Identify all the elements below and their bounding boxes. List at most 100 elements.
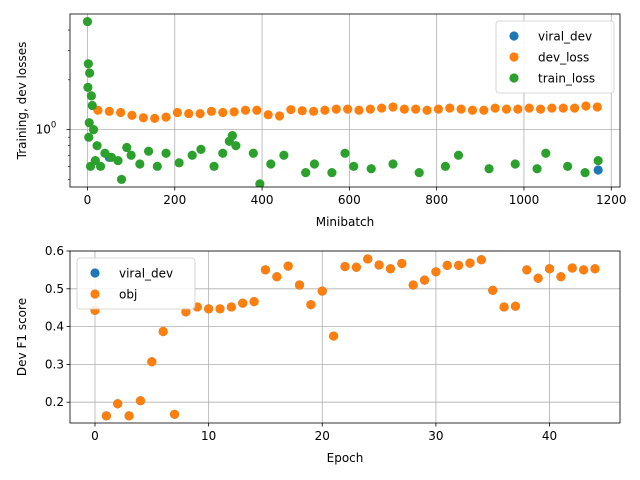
loss-legend-label: viral_dev [538, 30, 592, 44]
f1-point-obj [317, 286, 327, 296]
f1-point-obj [101, 411, 111, 421]
f1-point-obj [488, 285, 498, 295]
loss-point-train-loss [279, 150, 289, 160]
f1-y-axis-label: Dev F1 score [15, 298, 29, 376]
f1-point-obj [283, 261, 293, 271]
loss-point-dev-loss [104, 106, 114, 116]
loss-point-dev-loss [490, 103, 500, 113]
f1-point-obj [544, 264, 555, 274]
f1-point-obj [226, 302, 236, 312]
loss-point-train-loss [248, 148, 258, 158]
loss-point-train-loss [187, 150, 197, 160]
loss-point-dev-loss [365, 104, 375, 114]
f1-xtick-label: 40 [542, 429, 557, 443]
f1-point-obj [340, 261, 350, 272]
loss-point-dev-loss [524, 103, 534, 113]
loss-point-train-loss [84, 118, 94, 128]
loss-legend-marker [509, 73, 519, 83]
f1-point-obj [363, 254, 373, 264]
f1-legend-label: obj [119, 288, 137, 302]
loss-point-train-loss [327, 167, 337, 178]
f1-point-obj [419, 275, 430, 285]
f1-ytick-label: 0.5 [45, 282, 64, 296]
loss-point-dev-loss [127, 110, 137, 120]
f1-point-obj [124, 411, 134, 421]
loss-point-dev-loss [592, 102, 602, 112]
loss-legend-box [495, 20, 615, 94]
loss-point-train-loss [301, 167, 311, 178]
f1-legend-box [76, 257, 196, 310]
f1-point-obj [249, 297, 259, 307]
loss-point-train-loss [255, 179, 265, 187]
loss-xtick-label: 400 [251, 193, 274, 207]
loss-point-dev-loss [308, 106, 319, 116]
loss-point-dev-loss [354, 105, 364, 115]
loss-point-train-loss [366, 164, 376, 174]
f1-point-obj [113, 399, 123, 409]
loss-xtick-label: 1200 [596, 193, 627, 207]
f1-ytick-label: 0.4 [45, 320, 64, 334]
loss-legend: viral_dev dev_loss train_loss [495, 20, 615, 94]
f1-point-obj [215, 304, 225, 314]
f1-point-obj [135, 396, 146, 406]
loss-legend-marker [509, 52, 519, 62]
f1-point-obj [454, 260, 464, 270]
f1-legend-label: viral_dev [119, 267, 173, 281]
loss-point-dev-loss [467, 105, 478, 115]
loss-point-train-loss [83, 82, 93, 93]
loss-point-train-loss [100, 148, 110, 158]
f1-legend-marker [90, 268, 100, 278]
f1-point-obj [181, 307, 191, 317]
loss-point-train-loss [92, 141, 102, 151]
loss-point-train-loss [388, 159, 398, 169]
f1-ytick-label: 0.3 [45, 357, 64, 371]
loss-point-train-loss [135, 159, 145, 169]
loss-point-dev-loss [229, 107, 239, 117]
loss-point-viral-dev [593, 165, 603, 175]
loss-point-train-loss [174, 158, 184, 168]
loss-point-train-loss [541, 148, 551, 158]
loss-point-train-loss [532, 164, 542, 174]
loss-point-train-loss [340, 148, 350, 158]
loss-point-train-loss [86, 91, 96, 101]
loss-point-dev-loss [433, 104, 444, 114]
loss-point-dev-loss [184, 108, 194, 119]
f1-point-obj [374, 260, 384, 270]
loss-point-train-loss [116, 174, 127, 185]
f1-point-obj [351, 262, 361, 272]
loss-xtick-label: 0 [84, 193, 92, 207]
loss-point-dev-loss [581, 101, 591, 111]
loss-points [82, 16, 603, 187]
loss-point-dev-loss [116, 107, 126, 118]
loss-point-train-loss [510, 159, 520, 169]
loss-point-dev-loss [297, 106, 307, 116]
loss-point-dev-loss [206, 106, 217, 116]
loss-point-train-loss [440, 161, 450, 171]
f1-point-obj [272, 272, 282, 282]
loss-point-dev-loss [150, 113, 160, 123]
loss-point-dev-loss [558, 103, 568, 113]
f1-point-obj [397, 258, 407, 269]
loss-point-train-loss [593, 155, 603, 166]
f1-point-obj [306, 300, 316, 310]
loss-point-train-loss [309, 159, 320, 169]
f1-ytick-label: 0.2 [45, 395, 64, 409]
f1-ytick-label: 0.6 [45, 244, 64, 258]
loss-point-train-loss [84, 132, 94, 142]
loss-point-dev-loss [138, 113, 148, 123]
f1-point-obj [510, 301, 521, 311]
f1-point-obj [522, 265, 532, 275]
loss-point-dev-loss [195, 108, 205, 119]
loss-xtick-label: 800 [425, 193, 448, 207]
loss-point-train-loss [161, 148, 171, 158]
f1-point-obj [147, 357, 157, 367]
loss-point-dev-loss [320, 105, 330, 115]
loss-point-train-loss [227, 131, 237, 141]
loss-point-train-loss [152, 161, 162, 171]
f1-point-obj [442, 260, 452, 270]
loss-point-train-loss [82, 16, 93, 27]
loss-point-train-loss [218, 148, 228, 158]
loss-point-train-loss [126, 150, 136, 160]
